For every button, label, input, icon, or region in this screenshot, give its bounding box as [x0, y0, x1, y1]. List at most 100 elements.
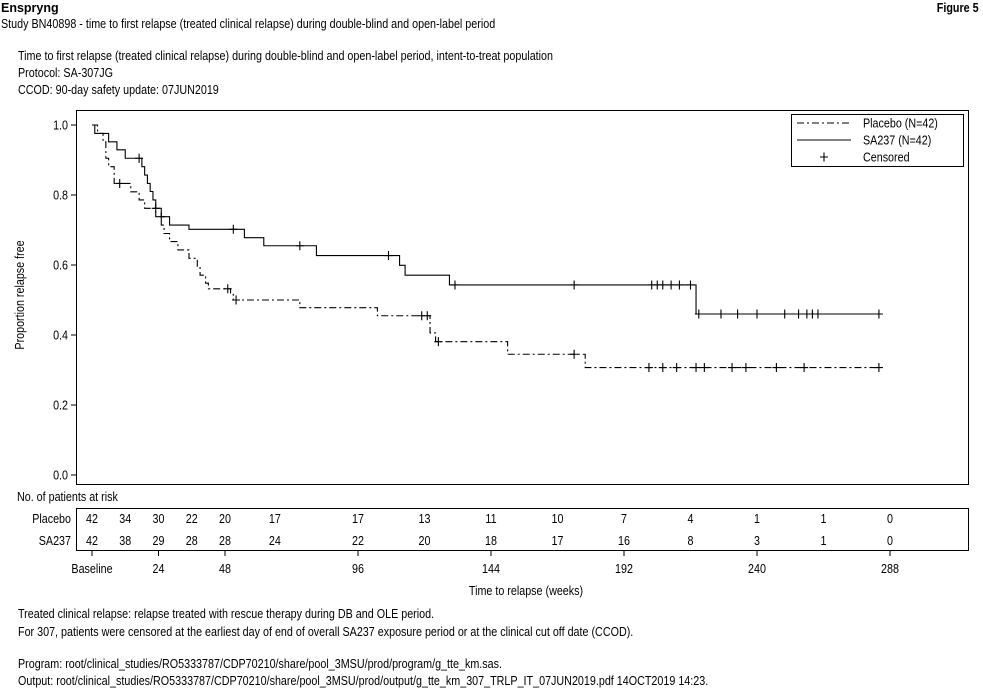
series-line-placebo [92, 124, 879, 369]
censor-mark [753, 309, 761, 319]
censor-mark [658, 280, 667, 290]
risk-count: 38 [119, 534, 131, 548]
risk-count: 17 [269, 512, 281, 526]
plot-frame [76, 110, 969, 485]
risk-count: 13 [419, 512, 431, 526]
censor-mark [644, 363, 653, 373]
x-tick-label: 96 [352, 562, 364, 576]
risk-count: 8 [688, 534, 694, 548]
y-axis-label: Proportion relapse free [13, 240, 27, 349]
censor-mark [692, 363, 701, 373]
x-axis: Baseline 24 48 96 144 192 240 288 [71, 550, 899, 576]
censor-mark [570, 349, 579, 359]
censor-mark [675, 280, 684, 290]
risk-count: 18 [485, 534, 497, 548]
x-tick-label: 48 [219, 562, 231, 576]
censor-mark [694, 309, 703, 319]
output-path: Output: root/clinical_studies/RO5333787/… [18, 674, 709, 688]
risk-count: 1 [754, 512, 760, 526]
censor-mark [135, 153, 144, 163]
legend: Placebo (N=42) SA237 (N=42) Censored [791, 114, 964, 167]
risk-count: 0 [887, 512, 893, 526]
footnote-1: Treated clinical relapse: relapse treate… [18, 607, 435, 621]
censor-mark [384, 251, 393, 261]
risk-count: 11 [485, 512, 496, 526]
censor-mark [223, 284, 232, 294]
risk-table-heading: No. of patients at risk [17, 490, 118, 504]
legend-label-placebo: Placebo (N=42) [863, 117, 938, 131]
censor-mark [733, 309, 742, 319]
risk-count: 42 [86, 534, 98, 548]
censor-mark [295, 241, 304, 251]
risk-table-frame [76, 508, 969, 551]
risk-count: 17 [552, 534, 564, 548]
subtitle-line-3: CCOD: 90-day safety update: 07JUN2019 [18, 83, 219, 97]
censor-mark [813, 309, 822, 319]
x-tick-label: 144 [482, 562, 500, 576]
censor-mark [434, 337, 443, 347]
censor-mark [800, 363, 809, 373]
x-tick-label: Baseline [71, 562, 112, 576]
y-tick-label: 0.6 [53, 259, 68, 273]
risk-count: 20 [419, 534, 431, 548]
censor-mark [716, 309, 725, 319]
censor-mark [423, 311, 432, 321]
y-tick-label: 1.0 [53, 119, 68, 133]
censor-mark [672, 363, 681, 373]
y-tick-label: 0.0 [53, 469, 68, 483]
censor-mark [229, 224, 238, 234]
legend-swatch-censored [820, 152, 828, 162]
program-path: Program: root/clinical_studies/RO5333787… [18, 657, 503, 671]
x-tick-label: 240 [748, 562, 766, 576]
legend-label-censored: Censored [863, 151, 910, 165]
censor-mark [115, 178, 124, 188]
risk-count: 7 [621, 512, 627, 526]
y-axis: 0.0 0.2 0.4 0.6 0.8 1.0 [53, 119, 77, 483]
y-tick-label: 0.8 [53, 189, 68, 203]
censor-mark [772, 363, 781, 373]
x-tick-label: 24 [153, 562, 165, 576]
censor-mark [874, 309, 883, 319]
risk-count: 0 [887, 534, 893, 548]
censor-mark [157, 212, 166, 222]
study-title: Study BN40898 - time to first relapse (t… [1, 17, 496, 31]
product-name: Enspryng [1, 1, 59, 15]
censor-mark [667, 280, 676, 290]
censor-mark [874, 363, 883, 373]
censor-mark [728, 363, 737, 373]
risk-count: 22 [186, 512, 198, 526]
y-tick-label: 0.4 [53, 329, 68, 343]
risk-count: 29 [153, 534, 165, 548]
subtitle-line-1: Time to first relapse (treated clinical … [18, 49, 554, 63]
censor-mark [658, 363, 667, 373]
risk-row-label-sa237: SA237 [39, 534, 71, 548]
censor-layer [115, 153, 883, 373]
legend-label-sa237: SA237 (N=42) [863, 134, 931, 148]
subtitle-line-2: Protocol: SA-307JG [18, 66, 114, 80]
risk-count: 34 [119, 512, 131, 526]
x-tick-label: 192 [615, 562, 633, 576]
footnote-2: For 307, patients were censored at the e… [18, 625, 634, 639]
censor-mark [232, 295, 241, 305]
risk-count: 28 [219, 534, 231, 548]
censor-mark [686, 280, 695, 290]
censor-mark [780, 309, 789, 319]
risk-count: 24 [269, 534, 281, 548]
risk-count: 1 [821, 512, 827, 526]
risk-count: 10 [552, 512, 564, 526]
censor-mark [741, 363, 750, 373]
y-tick-label: 0.2 [53, 399, 68, 413]
risk-count: 42 [86, 512, 98, 526]
series-layer [92, 124, 879, 369]
risk-row-label-placebo: Placebo [32, 512, 71, 526]
risk-count: 3 [754, 534, 760, 548]
censor-mark [700, 363, 709, 373]
x-tick-label: 288 [881, 562, 899, 576]
risk-count: 4 [688, 512, 694, 526]
series-line-sa237 [92, 124, 879, 315]
censor-mark [794, 309, 803, 319]
risk-count: 22 [352, 534, 364, 548]
risk-count: 28 [186, 534, 198, 548]
